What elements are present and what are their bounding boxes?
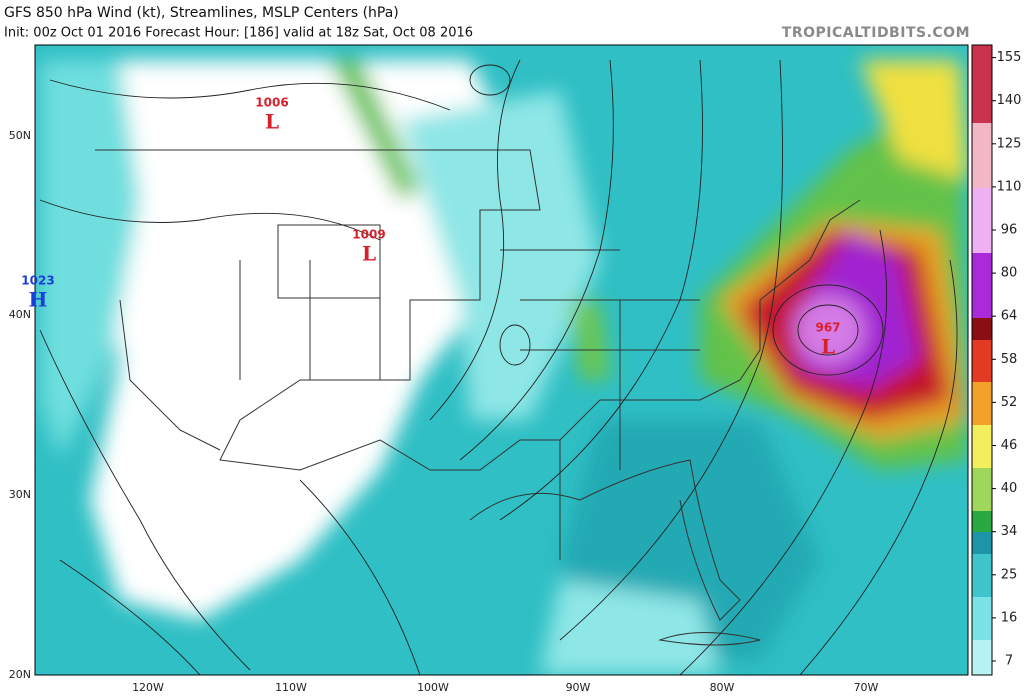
- pressure-value: 1023: [21, 274, 54, 288]
- watermark: TROPICALTIDBITS.COM: [782, 25, 970, 41]
- lat-label: 40N: [9, 308, 31, 321]
- colorbar-label: 40: [1001, 481, 1018, 496]
- colorbar-label: 140: [997, 93, 1022, 108]
- colorbar: [971, 44, 993, 676]
- colorbar-label: 25: [1001, 567, 1018, 582]
- subtitle: Init: 00z Oct 01 2016 Forecast Hour: [18…: [4, 26, 473, 41]
- pressure-value: 1009: [352, 228, 385, 242]
- colorbar-label: 52: [1001, 395, 1018, 410]
- colorbar-label: 16: [1001, 610, 1018, 625]
- colorbar-label: 96: [1001, 223, 1018, 238]
- pressure-symbol: L: [821, 335, 835, 359]
- pressure-symbol: L: [265, 110, 279, 134]
- pressure-value: 1006: [255, 96, 288, 110]
- lat-label: 50N: [9, 129, 31, 142]
- pressure-symbol: L: [362, 242, 376, 266]
- lon-label: 80W: [710, 681, 735, 694]
- map-frame: [34, 44, 969, 676]
- colorbar-label: 80: [1001, 266, 1018, 281]
- colorbar-label: 7: [1005, 654, 1013, 669]
- lon-label: 100W: [417, 681, 449, 694]
- streamlines: [39, 59, 958, 675]
- lon-label: 120W: [132, 681, 164, 694]
- lon-label: 110W: [275, 681, 307, 694]
- lat-label: 20N: [9, 668, 31, 681]
- colorbar-label: 155: [997, 50, 1022, 65]
- colorbar-label: 110: [997, 179, 1022, 194]
- lon-label: 90W: [566, 681, 591, 694]
- coastlines-borders: [95, 149, 861, 646]
- lat-label: 30N: [9, 488, 31, 501]
- pressure-value: 967: [815, 321, 840, 335]
- colorbar-label: 46: [1001, 438, 1018, 453]
- colorbar-label: 34: [1001, 524, 1018, 539]
- colorbar-label: 58: [1001, 352, 1018, 367]
- map-area: [35, 45, 968, 675]
- lon-label: 70W: [854, 681, 879, 694]
- title: GFS 850 hPa Wind (kt), Streamlines, MSLP…: [4, 5, 399, 21]
- wind-shading: [40, 60, 968, 675]
- colorbar-label: 125: [997, 136, 1022, 151]
- colorbar-label: 64: [1001, 309, 1018, 324]
- pressure-symbol: H: [29, 288, 48, 312]
